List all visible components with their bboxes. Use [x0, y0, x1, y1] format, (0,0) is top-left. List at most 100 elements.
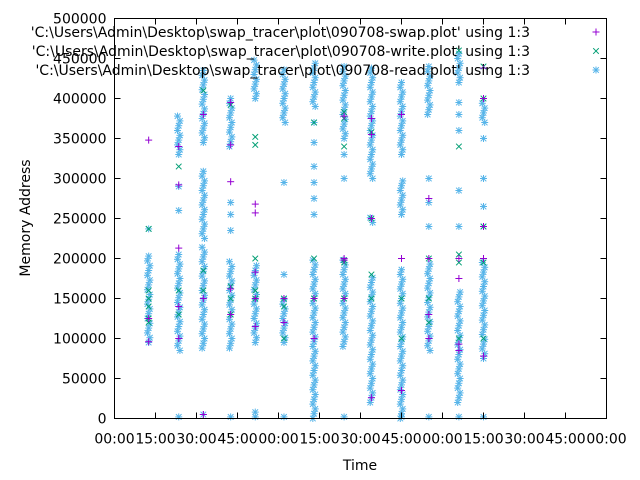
data-point-read — [227, 339, 235, 347]
y-tick-label: 200000 — [53, 252, 106, 268]
data-point-read — [340, 175, 348, 182]
y-tick-label: 50000 — [62, 372, 107, 388]
data-point-read — [199, 139, 207, 146]
data-point-read — [396, 127, 404, 134]
data-point-write — [200, 87, 207, 94]
data-point-write — [310, 255, 318, 262]
data-point-read — [366, 327, 374, 334]
data-point-read — [367, 64, 375, 72]
data-point-write — [252, 287, 259, 294]
data-point-read — [225, 315, 233, 323]
data-point-read — [396, 357, 404, 365]
data-point-write — [455, 143, 463, 150]
data-point-read — [367, 336, 375, 344]
x-tick-label: 00:00 — [422, 432, 462, 448]
data-point-read — [396, 400, 404, 408]
data-point-read — [279, 85, 287, 93]
data-point-read — [198, 71, 206, 79]
data-point-read — [424, 67, 432, 75]
data-point-read — [455, 99, 463, 106]
data-point-read — [199, 267, 207, 275]
data-point-read — [310, 64, 318, 72]
data-point-read — [225, 344, 233, 352]
data-point-read — [310, 352, 318, 360]
y-tick-label: 150000 — [53, 292, 106, 308]
y-axis-label: Memory Address — [18, 159, 34, 276]
data-point-read — [279, 300, 287, 308]
data-point-read — [225, 114, 233, 122]
x-tick-label: 00:00 — [258, 432, 298, 448]
data-point-read — [396, 187, 404, 194]
data-point-swap — [425, 255, 433, 262]
data-point-read — [425, 199, 433, 206]
data-point-read — [252, 75, 260, 83]
data-point-read — [425, 279, 433, 287]
legend: 'C:\Users\Admin\Desktop\swap_tracer\plot… — [31, 25, 600, 79]
data-point-read — [396, 314, 404, 322]
data-point-write — [398, 295, 405, 302]
data-point-write — [145, 295, 152, 302]
data-point-write — [480, 259, 487, 266]
data-point-read — [478, 345, 486, 353]
data-point-read — [398, 352, 405, 360]
data-point-write — [368, 271, 375, 278]
data-point-swap — [251, 200, 259, 208]
data-point-read — [198, 201, 206, 209]
data-point-read — [174, 270, 182, 278]
data-point-read — [175, 151, 183, 158]
data-point-read — [340, 413, 348, 421]
data-point-read — [456, 59, 464, 67]
data-point-read — [310, 367, 318, 374]
data-point-swap — [145, 315, 153, 322]
data-point-read — [143, 271, 151, 279]
data-point-swap — [480, 255, 487, 262]
data-point-read — [339, 271, 347, 278]
data-point-read — [198, 243, 206, 251]
data-point-read — [309, 69, 317, 77]
data-point-swap — [310, 295, 318, 302]
data-point-read — [310, 93, 318, 101]
data-point-read — [367, 379, 375, 387]
data-point-swap — [175, 303, 183, 310]
data-point-swap — [175, 244, 183, 252]
data-point-read — [143, 300, 151, 308]
data-point-read — [481, 307, 489, 314]
data-point-read — [480, 109, 487, 117]
data-point-read — [455, 223, 463, 230]
data-point-swap — [425, 195, 433, 202]
data-point-write — [252, 255, 259, 262]
data-point-write — [145, 225, 152, 233]
data-point-read — [455, 307, 463, 315]
data-point-swap — [455, 347, 463, 354]
data-point-read — [250, 329, 258, 337]
data-point-read — [225, 128, 233, 136]
data-point-read — [198, 215, 206, 223]
data-point-read — [367, 365, 375, 373]
data-point-read — [454, 327, 462, 334]
data-point-read — [251, 66, 259, 74]
series-read — [143, 50, 489, 422]
data-point-swap — [175, 181, 183, 189]
data-point-read — [480, 135, 487, 142]
data-point-read — [367, 79, 375, 86]
data-point-read — [369, 317, 377, 325]
data-point-read — [175, 122, 183, 130]
data-point-read — [145, 267, 153, 274]
data-point-read — [396, 98, 404, 106]
data-point-read — [198, 272, 206, 280]
data-point-read — [251, 281, 259, 289]
legend-marker-swap — [592, 28, 600, 36]
data-point-read — [455, 111, 463, 118]
data-point-read — [424, 270, 432, 278]
data-point-read — [480, 311, 487, 319]
series-swap — [145, 64, 487, 418]
data-point-read — [456, 346, 464, 354]
data-point-write — [200, 267, 207, 274]
data-point-read — [175, 323, 183, 330]
data-point-read — [279, 71, 287, 78]
data-point-read — [143, 257, 151, 265]
data-point-read — [480, 326, 487, 334]
legend-label-read: 'C:\Users\Admin\Desktop\swap_tracer\plot… — [35, 63, 530, 79]
data-point-read — [339, 343, 347, 350]
